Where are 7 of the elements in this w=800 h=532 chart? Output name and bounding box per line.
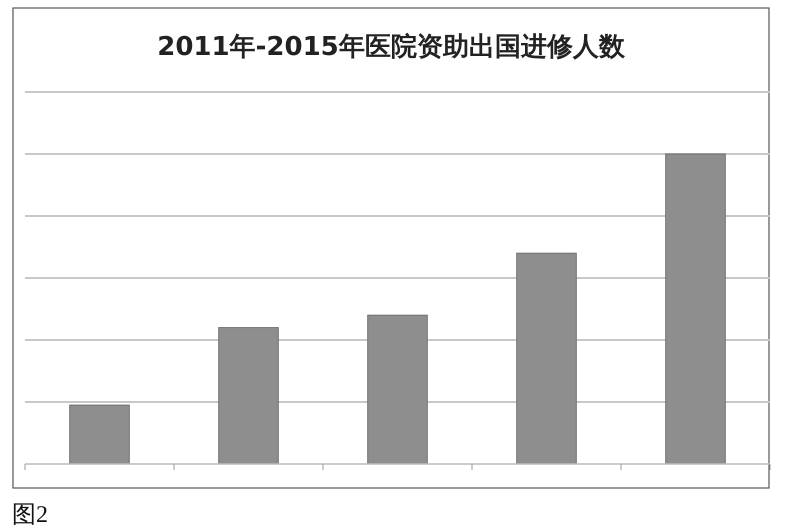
- bar: [516, 252, 577, 464]
- bar: [665, 154, 726, 464]
- bar: [218, 327, 279, 464]
- bar: [367, 314, 428, 464]
- caption: 图2: [12, 502, 48, 528]
- bar: [69, 404, 130, 464]
- chart-title: 2011年-2015年医院资助出国进修人数: [157, 32, 626, 62]
